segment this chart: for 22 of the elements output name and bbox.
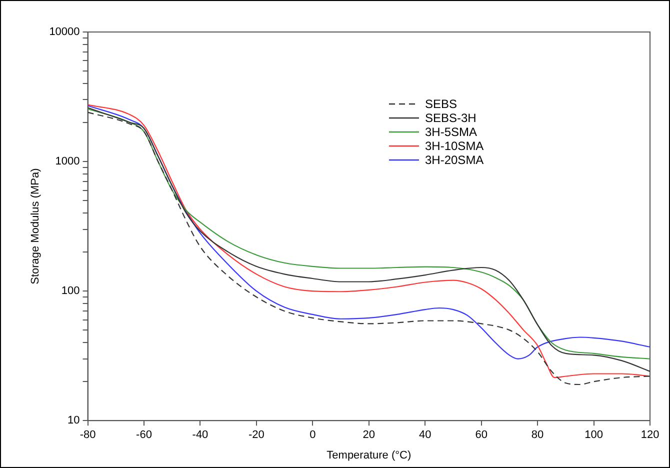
legend-label: SEBS bbox=[425, 97, 458, 111]
x-axis-title: Temperature (°C) bbox=[326, 449, 412, 462]
y-axis-title: Storage Modulus (MPa) bbox=[30, 168, 42, 284]
x-tick-label: -80 bbox=[80, 429, 96, 442]
x-tick-label: 40 bbox=[418, 429, 432, 442]
x-tick-label: 100 bbox=[584, 429, 603, 442]
legend-label: 3H-5SMA bbox=[425, 125, 478, 139]
x-tick-label: -60 bbox=[136, 429, 152, 442]
legend-label: SEBS-3H bbox=[425, 111, 476, 125]
x-tick-label: 120 bbox=[640, 429, 660, 442]
y-tick-label: 10000 bbox=[49, 26, 80, 38]
x-tick-label: 80 bbox=[531, 429, 544, 442]
x-tick-label: 0 bbox=[310, 429, 316, 442]
x-tick-label: 60 bbox=[475, 429, 488, 442]
y-tick-label: 1000 bbox=[55, 156, 80, 168]
legend-label: 3H-20SMA bbox=[425, 153, 484, 167]
x-tick-label: -20 bbox=[248, 429, 264, 442]
x-tick-label: 20 bbox=[362, 429, 376, 442]
legend-label: 3H-10SMA bbox=[425, 139, 484, 153]
x-tick-label: -40 bbox=[192, 429, 208, 442]
y-tick-label: 100 bbox=[61, 285, 80, 298]
y-tick-label: 10 bbox=[68, 414, 80, 427]
